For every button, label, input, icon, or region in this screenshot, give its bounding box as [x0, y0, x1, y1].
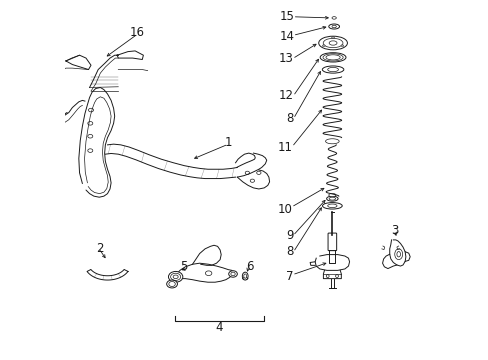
Text: 3: 3: [390, 224, 397, 237]
Ellipse shape: [331, 17, 336, 19]
Ellipse shape: [327, 67, 338, 72]
Ellipse shape: [242, 272, 247, 280]
Text: 9: 9: [286, 229, 293, 242]
Ellipse shape: [322, 203, 342, 209]
Ellipse shape: [328, 41, 336, 45]
Ellipse shape: [322, 66, 343, 73]
Text: 8: 8: [286, 112, 293, 125]
Text: 7: 7: [286, 270, 293, 283]
Ellipse shape: [228, 271, 237, 277]
Ellipse shape: [326, 196, 337, 201]
Ellipse shape: [328, 193, 335, 197]
Text: 6: 6: [245, 260, 253, 273]
Ellipse shape: [340, 45, 343, 46]
Text: 4: 4: [215, 321, 223, 334]
Text: 5: 5: [180, 260, 187, 273]
Ellipse shape: [327, 204, 336, 208]
Polygon shape: [192, 245, 221, 265]
Polygon shape: [171, 263, 233, 286]
Text: 14: 14: [279, 30, 294, 43]
Polygon shape: [87, 270, 128, 280]
Text: 10: 10: [278, 203, 292, 216]
Text: 16: 16: [129, 26, 144, 39]
Text: 11: 11: [277, 141, 292, 154]
Ellipse shape: [166, 280, 177, 288]
Ellipse shape: [328, 197, 335, 200]
Ellipse shape: [328, 24, 339, 29]
Text: 13: 13: [279, 52, 293, 65]
FancyBboxPatch shape: [327, 233, 336, 251]
Text: 2: 2: [97, 242, 104, 255]
Text: 1: 1: [224, 136, 232, 149]
Text: 15: 15: [279, 10, 294, 23]
Ellipse shape: [168, 271, 183, 282]
Ellipse shape: [325, 55, 340, 60]
Text: 8: 8: [286, 245, 293, 258]
Ellipse shape: [322, 45, 325, 46]
Text: 12: 12: [279, 89, 293, 102]
Ellipse shape: [331, 37, 334, 39]
Ellipse shape: [318, 36, 346, 50]
Ellipse shape: [205, 271, 211, 275]
Polygon shape: [314, 255, 349, 270]
Ellipse shape: [331, 25, 336, 28]
Ellipse shape: [325, 139, 339, 144]
Polygon shape: [389, 240, 405, 266]
